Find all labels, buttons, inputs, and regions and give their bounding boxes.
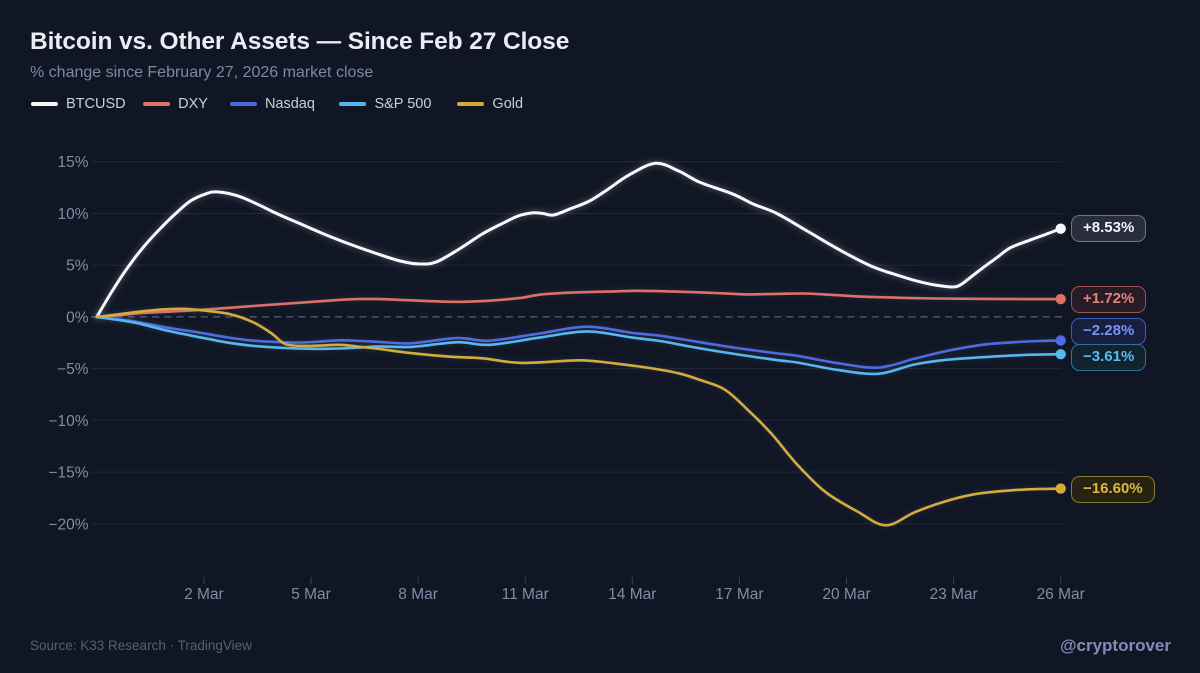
svg-text:−20%: −20% bbox=[48, 516, 88, 533]
svg-text:−5%: −5% bbox=[57, 361, 89, 378]
svg-text:20 Mar: 20 Mar bbox=[822, 586, 870, 603]
svg-text:23 Mar: 23 Mar bbox=[929, 586, 977, 603]
svg-text:26 Mar: 26 Mar bbox=[1037, 586, 1085, 603]
svg-text:2 Mar: 2 Mar bbox=[184, 586, 224, 603]
svg-text:5 Mar: 5 Mar bbox=[291, 586, 331, 603]
svg-text:−10%: −10% bbox=[48, 413, 88, 430]
svg-text:−15%: −15% bbox=[48, 465, 88, 482]
svg-text:8 Mar: 8 Mar bbox=[398, 586, 438, 603]
svg-text:17 Mar: 17 Mar bbox=[715, 586, 763, 603]
svg-text:10%: 10% bbox=[57, 206, 88, 223]
svg-text:0%: 0% bbox=[66, 309, 89, 326]
svg-text:14 Mar: 14 Mar bbox=[608, 586, 656, 603]
svg-text:15%: 15% bbox=[57, 154, 88, 171]
svg-text:11 Mar: 11 Mar bbox=[502, 586, 549, 603]
svg-text:5%: 5% bbox=[66, 258, 89, 275]
